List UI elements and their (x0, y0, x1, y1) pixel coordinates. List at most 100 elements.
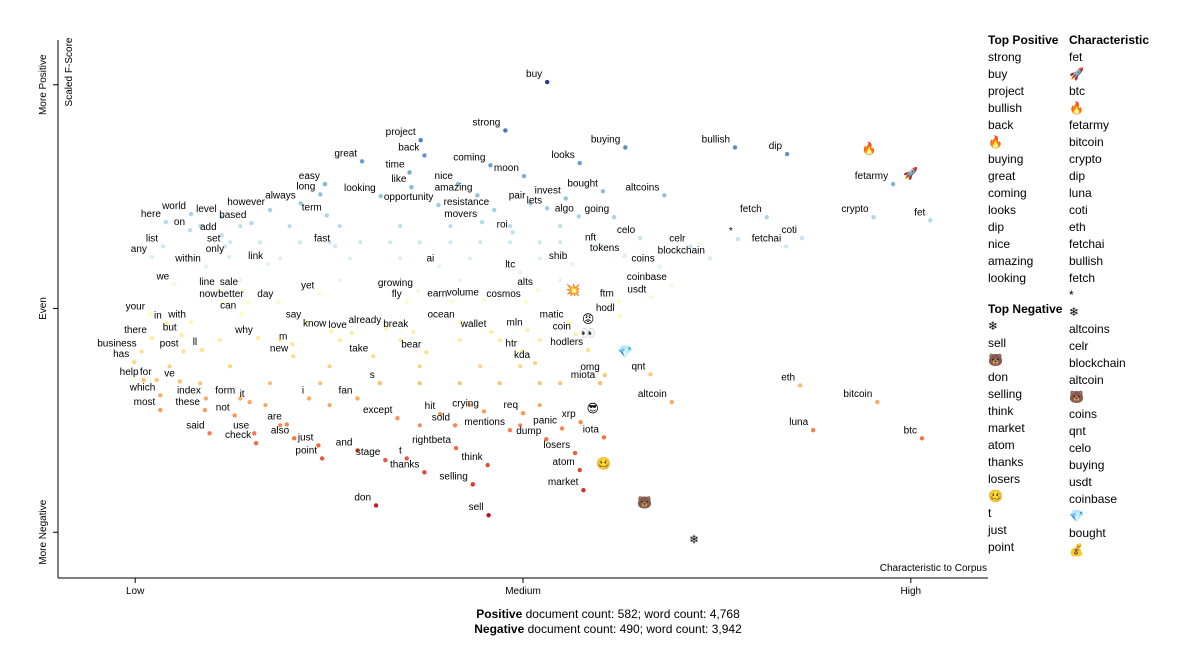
term-label: alts (517, 277, 533, 288)
footer-label: Positive (476, 607, 522, 621)
term-label: but (163, 322, 177, 333)
term-label: crypto (841, 204, 869, 215)
term-dot (292, 436, 297, 441)
term-label: love (329, 320, 348, 331)
term-dot (238, 396, 243, 401)
term-label: resistance (444, 197, 490, 208)
term-label: volume (447, 287, 480, 298)
list-term: looks (988, 203, 1016, 217)
footer-line: Positive document count: 582; word count… (476, 607, 740, 621)
emoji-point: 💥 (566, 283, 581, 297)
term-label: nft (585, 232, 596, 243)
term-dot (417, 423, 422, 428)
term-label: list (146, 233, 158, 244)
emoji-point: 🔥 (861, 141, 876, 155)
term-dot (602, 372, 608, 378)
term-dot (486, 513, 491, 518)
term-label: earn (427, 288, 447, 299)
term-dot (518, 270, 523, 275)
term-dot (532, 360, 538, 366)
term-label: however (227, 197, 265, 208)
list-term: atom (988, 438, 1015, 452)
term-dot (383, 458, 388, 463)
list-term: thanks (988, 455, 1023, 469)
term-dot (467, 256, 472, 261)
term-dot (359, 159, 365, 164)
list-term: just (987, 523, 1007, 537)
term-dot (238, 278, 243, 283)
term-label: shib (549, 251, 568, 262)
term-label: with (167, 309, 186, 320)
term-label: cosmos (486, 289, 520, 300)
term-label: yet (301, 280, 315, 291)
term-label: only (206, 244, 224, 255)
term-dot (238, 224, 243, 229)
term-label: * (729, 226, 733, 237)
term-dot (417, 381, 422, 386)
term-dot (398, 224, 403, 229)
list-term: usdt (1069, 475, 1092, 489)
term-label: m (279, 331, 287, 342)
term-dot (291, 354, 296, 359)
list-term: fetarmy (1069, 118, 1109, 132)
term-dot (217, 338, 222, 343)
term-dot (177, 379, 183, 384)
term-label: here (141, 209, 161, 220)
term-dot (249, 220, 254, 226)
list-term: 🐻 (988, 352, 1003, 367)
term-dot (290, 342, 295, 347)
term-label: day (257, 289, 273, 300)
list-term: 🐻 (1069, 389, 1084, 404)
term-label: which (129, 382, 156, 393)
term-dot (799, 236, 805, 241)
list-title: Characteristic (1069, 33, 1149, 47)
term-label: said (186, 420, 204, 431)
list-term: back (988, 118, 1014, 132)
term-label: fast (314, 233, 330, 244)
term-label: add (200, 222, 217, 233)
term-label: except (363, 405, 393, 416)
term-dot (228, 240, 233, 245)
term-dot (475, 193, 480, 198)
term-dot (355, 448, 360, 453)
term-dot (481, 409, 487, 414)
term-label: btc (904, 425, 917, 436)
term-label: mln (507, 317, 523, 328)
term-label: term (302, 202, 322, 213)
list-term: bullish (988, 101, 1022, 115)
list-term: t (988, 506, 992, 520)
term-dot (481, 298, 487, 303)
term-dot (457, 278, 462, 283)
term-label: time (386, 159, 405, 170)
term-dot (202, 407, 208, 413)
footer-text: document count: 582; word count: 4,768 (526, 607, 740, 621)
term-dot (219, 215, 224, 220)
term-dot (348, 256, 353, 261)
list-term: luna (1069, 186, 1092, 200)
term-dot (810, 428, 816, 433)
term-dot (573, 332, 579, 337)
term-label: ftm (600, 288, 614, 299)
list-term: crypto (1069, 152, 1102, 166)
term-label: index (177, 385, 201, 396)
term-dot (600, 189, 606, 194)
term-dot (247, 399, 252, 405)
term-dot (919, 436, 925, 441)
term-dot (488, 163, 493, 168)
term-dot (278, 423, 283, 428)
list-term: amazing (988, 254, 1033, 268)
term-label: buying (591, 134, 620, 145)
term-dot (219, 232, 224, 238)
term-dot (616, 299, 621, 304)
term-dot (337, 278, 342, 283)
term-dot (572, 450, 578, 456)
list-term: coming (988, 186, 1027, 200)
term-dot (172, 282, 177, 287)
term-label: looks (551, 150, 574, 161)
footer-text: document count: 490; word count: 3,942 (528, 622, 742, 636)
term-label: stage (356, 447, 381, 458)
list-term: fet (1069, 50, 1083, 64)
list-term: market (988, 421, 1025, 435)
term-label: in (154, 310, 162, 321)
term-label: roi (497, 219, 508, 230)
